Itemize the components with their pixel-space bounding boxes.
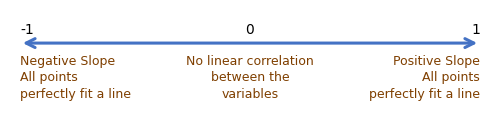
Text: -1: -1	[20, 23, 34, 37]
Text: Negative Slope
All points
perfectly fit a line: Negative Slope All points perfectly fit …	[20, 54, 131, 100]
Text: Positive Slope
All points
perfectly fit a line: Positive Slope All points perfectly fit …	[369, 54, 480, 100]
Text: 0: 0	[246, 23, 254, 37]
Text: 1: 1	[471, 23, 480, 37]
Text: No linear correlation
between the
variables: No linear correlation between the variab…	[186, 54, 314, 100]
